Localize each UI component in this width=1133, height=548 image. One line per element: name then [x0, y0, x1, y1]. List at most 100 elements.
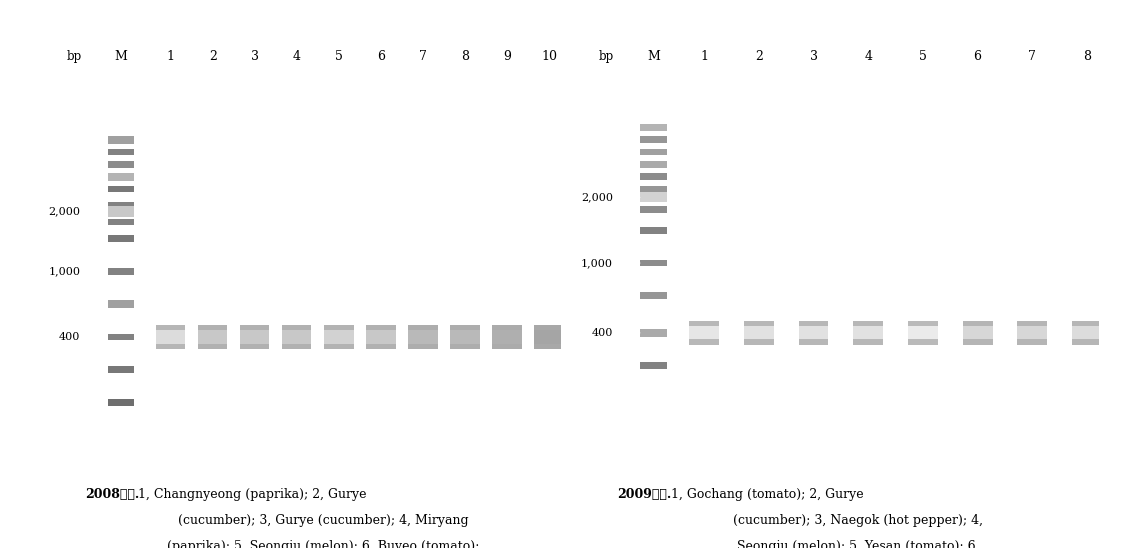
Bar [640, 227, 667, 233]
Bar [799, 321, 828, 327]
Bar [640, 192, 667, 202]
Bar [640, 329, 667, 337]
Bar [408, 325, 437, 330]
Text: 8: 8 [461, 50, 469, 63]
Bar [534, 325, 564, 330]
Bar [689, 340, 719, 345]
Bar [492, 344, 521, 349]
Bar [108, 219, 134, 225]
Text: 6: 6 [973, 50, 981, 63]
Text: 4: 4 [292, 50, 300, 63]
Bar [963, 327, 993, 340]
Bar [282, 344, 312, 349]
Text: 7: 7 [419, 50, 427, 63]
Bar [156, 330, 186, 344]
Bar [744, 340, 774, 345]
Bar [324, 344, 353, 349]
Bar [240, 330, 270, 344]
Bar [366, 325, 395, 330]
Text: 2,000: 2,000 [49, 207, 80, 216]
Text: 4: 4 [864, 50, 872, 63]
Text: M: M [114, 50, 127, 63]
Bar [1072, 321, 1102, 327]
Bar [1017, 327, 1047, 340]
Text: 3: 3 [810, 50, 818, 63]
Text: 1,000: 1,000 [581, 258, 613, 268]
Text: 2008년도.: 2008년도. [85, 488, 139, 501]
Text: 1: 1 [167, 50, 174, 63]
Bar [108, 202, 134, 209]
Bar [240, 325, 270, 330]
Bar [534, 330, 564, 344]
Text: 2009년도.: 2009년도. [617, 488, 672, 501]
Bar [108, 186, 134, 192]
Bar [640, 186, 667, 192]
Text: 10: 10 [540, 50, 557, 63]
Bar [324, 330, 353, 344]
Bar [156, 325, 186, 330]
Text: (cucumber); 3, Gurye (cucumber); 4, Miryang: (cucumber); 3, Gurye (cucumber); 4, Miry… [178, 514, 468, 527]
Bar [108, 173, 134, 181]
Bar [1072, 340, 1102, 345]
Text: Seongju (melon); 5, Yesan (tomato); 6,: Seongju (melon); 5, Yesan (tomato); 6, [736, 540, 980, 548]
Bar [853, 340, 883, 345]
Bar [640, 136, 667, 143]
Text: 3: 3 [250, 50, 258, 63]
Bar [108, 268, 134, 275]
Bar [156, 344, 186, 349]
Bar [640, 206, 667, 213]
Bar [108, 149, 134, 156]
Bar [108, 300, 134, 308]
Bar [744, 327, 774, 340]
Bar [640, 149, 667, 156]
Text: 400: 400 [591, 328, 613, 338]
Bar [689, 321, 719, 327]
Text: 1: 1 [700, 50, 708, 63]
Text: 5: 5 [335, 50, 342, 63]
Text: 2: 2 [755, 50, 763, 63]
Bar [108, 135, 134, 144]
Bar [963, 321, 993, 327]
Text: bp: bp [599, 50, 614, 63]
Bar [799, 327, 828, 340]
Bar [108, 206, 134, 217]
Bar [744, 321, 774, 327]
Text: 8: 8 [1083, 50, 1091, 63]
Bar [908, 321, 938, 327]
Bar [1017, 340, 1047, 345]
Bar [640, 362, 667, 369]
Bar [198, 344, 228, 349]
Bar [108, 235, 134, 242]
Bar [640, 260, 667, 266]
Bar [108, 161, 134, 168]
Text: 1, Gochang (tomato); 2, Gurye: 1, Gochang (tomato); 2, Gurye [666, 488, 863, 501]
Bar [282, 325, 312, 330]
Bar [108, 367, 134, 373]
Bar [492, 330, 521, 344]
Text: 7: 7 [1029, 50, 1037, 63]
Text: 400: 400 [59, 332, 80, 342]
Bar [799, 340, 828, 345]
Bar [853, 321, 883, 327]
Text: M: M [647, 50, 661, 63]
Bar [534, 344, 564, 349]
Bar [108, 334, 134, 340]
Bar [640, 124, 667, 131]
Bar [640, 293, 667, 299]
Text: bp: bp [67, 50, 82, 63]
Text: (cucumber); 3, Naegok (hot pepper); 4,: (cucumber); 3, Naegok (hot pepper); 4, [733, 514, 983, 527]
Text: (paprika); 5, Seongju (melon); 6, Buyeo (tomato);: (paprika); 5, Seongju (melon); 6, Buyeo … [167, 540, 479, 548]
Bar [450, 325, 479, 330]
Bar [198, 330, 228, 344]
Bar [908, 327, 938, 340]
Bar [640, 173, 667, 180]
Text: 9: 9 [503, 50, 511, 63]
Bar [108, 399, 134, 406]
Text: 2,000: 2,000 [581, 192, 613, 202]
Text: 6: 6 [377, 50, 385, 63]
Bar [689, 327, 719, 340]
Text: 1,000: 1,000 [49, 266, 80, 276]
Bar [450, 330, 479, 344]
Bar [450, 344, 479, 349]
Bar [408, 344, 437, 349]
